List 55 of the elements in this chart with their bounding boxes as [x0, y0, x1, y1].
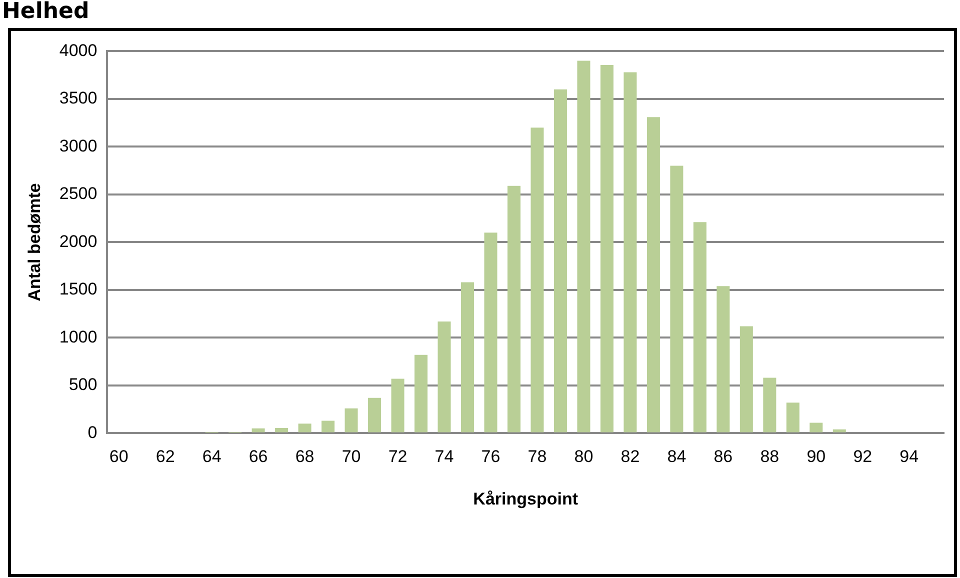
x-tick-label: 66 [248, 447, 268, 466]
bar [763, 378, 776, 432]
bar [368, 398, 382, 432]
bar [391, 378, 404, 432]
x-tick-label: 64 [202, 447, 222, 466]
x-tick-label: 80 [574, 447, 594, 466]
bar [600, 65, 614, 432]
bar [322, 420, 335, 432]
x-tick-label: 86 [714, 447, 733, 466]
x-tick-label: 60 [109, 447, 128, 466]
x-tick-label: 82 [620, 447, 640, 466]
y-tick-label: 3000 [59, 136, 98, 156]
bar [646, 117, 660, 432]
bar [252, 428, 265, 432]
y-tick-label: 2000 [59, 232, 98, 251]
y-tick-label: 500 [68, 375, 98, 394]
bar [554, 89, 567, 432]
bar [530, 128, 544, 432]
bar [275, 428, 288, 432]
bar [344, 408, 358, 432]
bar [484, 232, 498, 432]
x-axis-title: Kåringspoint [473, 489, 578, 508]
chart-title: Helhed [2, 0, 90, 24]
x-tick-label: 76 [481, 447, 500, 466]
bar [460, 282, 474, 432]
bar [786, 402, 800, 432]
x-tick-label: 88 [760, 447, 780, 466]
x-tick-label: 92 [853, 447, 872, 466]
bar [810, 422, 823, 432]
x-tick-label: 68 [295, 447, 314, 466]
bar [298, 424, 312, 432]
bar [740, 326, 753, 432]
x-tick-label: 84 [667, 447, 686, 466]
bar [577, 60, 590, 432]
bar [716, 286, 730, 432]
x-tick-label: 78 [528, 447, 547, 466]
y-tick-label: 3500 [59, 88, 98, 108]
y-axis-title: Antal bedømte [24, 183, 44, 302]
bar [414, 354, 428, 432]
y-tick-label: 1500 [59, 280, 98, 299]
x-tick-label: 72 [388, 447, 408, 466]
x-tick-label: 74 [434, 447, 454, 466]
bar [507, 186, 520, 432]
y-tick-label: 1000 [59, 327, 98, 346]
y-tick-label: 2500 [59, 184, 98, 204]
x-tick-label: 70 [342, 447, 361, 466]
x-tick-label: 90 [806, 447, 826, 466]
bar [693, 222, 706, 432]
bar [670, 166, 684, 432]
x-tick-label: 62 [156, 447, 175, 466]
y-tick-label: 4000 [59, 40, 98, 60]
bar [438, 321, 451, 432]
y-tick-label: 0 [88, 422, 98, 442]
bar [624, 72, 637, 432]
x-tick-label: 94 [900, 447, 919, 466]
